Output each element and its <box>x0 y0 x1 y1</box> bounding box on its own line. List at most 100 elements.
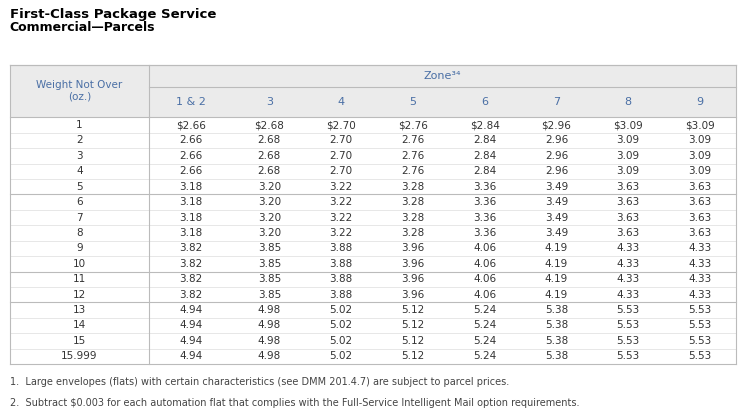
Text: 3.36: 3.36 <box>473 212 496 222</box>
Text: 13: 13 <box>73 305 86 315</box>
Text: 3.09: 3.09 <box>688 166 711 176</box>
Text: 6: 6 <box>76 197 82 207</box>
Text: 4.33: 4.33 <box>688 243 711 253</box>
Text: 3.09: 3.09 <box>688 135 711 145</box>
Text: 3.20: 3.20 <box>258 182 281 192</box>
Text: 5.12: 5.12 <box>401 321 425 331</box>
Text: 5.12: 5.12 <box>401 351 425 361</box>
Text: 11: 11 <box>73 274 86 284</box>
Text: 2.76: 2.76 <box>401 166 425 176</box>
Text: 2.68: 2.68 <box>258 151 281 161</box>
Text: 12: 12 <box>73 290 86 300</box>
Text: 3.22: 3.22 <box>330 228 353 238</box>
Text: 2.70: 2.70 <box>330 166 353 176</box>
Text: 4.98: 4.98 <box>258 351 281 361</box>
Text: 4: 4 <box>337 97 345 107</box>
Text: 3.18: 3.18 <box>179 228 203 238</box>
Text: Commercial—Parcels: Commercial—Parcels <box>10 21 155 34</box>
Text: 3.63: 3.63 <box>617 212 639 222</box>
Text: 5: 5 <box>76 182 82 192</box>
Text: 4.94: 4.94 <box>179 351 203 361</box>
Text: 4.33: 4.33 <box>617 243 639 253</box>
Text: Zone³⁴: Zone³⁴ <box>424 71 461 81</box>
Text: 5.53: 5.53 <box>617 321 639 331</box>
Text: 2.70: 2.70 <box>330 135 353 145</box>
Text: $3.09: $3.09 <box>614 120 643 130</box>
Text: 5: 5 <box>409 97 416 107</box>
Text: 3.96: 3.96 <box>401 259 425 269</box>
Text: 3.63: 3.63 <box>688 228 711 238</box>
Text: 2.68: 2.68 <box>258 135 281 145</box>
Text: 4.94: 4.94 <box>179 305 203 315</box>
Text: 3.88: 3.88 <box>330 274 353 284</box>
Text: $2.68: $2.68 <box>254 120 285 130</box>
Text: 15.999: 15.999 <box>61 351 98 361</box>
Text: 3.63: 3.63 <box>688 182 711 192</box>
Text: 4.06: 4.06 <box>473 274 496 284</box>
Text: 3.22: 3.22 <box>330 182 353 192</box>
Text: 4.33: 4.33 <box>617 259 639 269</box>
Text: 7: 7 <box>553 97 560 107</box>
Text: 4.33: 4.33 <box>688 274 711 284</box>
Text: 2.66: 2.66 <box>179 151 203 161</box>
Text: 8: 8 <box>76 228 82 238</box>
Text: 3.28: 3.28 <box>401 228 425 238</box>
Text: 5.53: 5.53 <box>617 351 639 361</box>
Text: 5.53: 5.53 <box>688 351 711 361</box>
Text: 3.28: 3.28 <box>401 182 425 192</box>
Text: 3.85: 3.85 <box>258 274 281 284</box>
Text: 3.82: 3.82 <box>179 274 203 284</box>
Text: 5.02: 5.02 <box>330 321 353 331</box>
Text: 3.20: 3.20 <box>258 228 281 238</box>
Text: 4.98: 4.98 <box>258 305 281 315</box>
Text: 4.06: 4.06 <box>473 259 496 269</box>
Text: 5.53: 5.53 <box>617 305 639 315</box>
Text: $2.70: $2.70 <box>326 120 356 130</box>
Text: 5.02: 5.02 <box>330 351 353 361</box>
Text: 3.49: 3.49 <box>545 228 568 238</box>
Text: 3.63: 3.63 <box>617 182 639 192</box>
Text: 3.09: 3.09 <box>617 135 639 145</box>
Text: 9: 9 <box>76 243 82 253</box>
Text: $2.76: $2.76 <box>398 120 428 130</box>
Text: 2.66: 2.66 <box>179 166 203 176</box>
Text: Weight Not Over
(oz.): Weight Not Over (oz.) <box>36 80 122 102</box>
Text: 3.36: 3.36 <box>473 197 496 207</box>
Text: 4.98: 4.98 <box>258 336 281 346</box>
Text: 3.82: 3.82 <box>179 290 203 300</box>
Text: 1.  Large envelopes (flats) with certain characteristics (see DMM 201.4.7) are s: 1. Large envelopes (flats) with certain … <box>10 377 509 387</box>
Text: 5.38: 5.38 <box>545 305 568 315</box>
Text: 7: 7 <box>76 212 82 222</box>
Text: 3.09: 3.09 <box>617 166 639 176</box>
Text: 1 & 2: 1 & 2 <box>176 97 206 107</box>
Text: 5.53: 5.53 <box>688 321 711 331</box>
Text: 2.70: 2.70 <box>330 151 353 161</box>
Text: 3.63: 3.63 <box>688 212 711 222</box>
Text: 3.85: 3.85 <box>258 259 281 269</box>
Text: 3.20: 3.20 <box>258 212 281 222</box>
Text: 4.19: 4.19 <box>545 274 568 284</box>
Text: 8: 8 <box>625 97 632 107</box>
Text: 3.82: 3.82 <box>179 243 203 253</box>
Text: $2.66: $2.66 <box>176 120 206 130</box>
Text: 3.20: 3.20 <box>258 197 281 207</box>
Text: 4.06: 4.06 <box>473 290 496 300</box>
Text: 5.53: 5.53 <box>617 336 639 346</box>
Text: 3.63: 3.63 <box>617 228 639 238</box>
Text: 3.18: 3.18 <box>179 197 203 207</box>
Text: 2.76: 2.76 <box>401 151 425 161</box>
Text: 4.33: 4.33 <box>617 274 639 284</box>
Text: 3.63: 3.63 <box>617 197 639 207</box>
Text: 14: 14 <box>73 321 86 331</box>
Text: 4.94: 4.94 <box>179 321 203 331</box>
Text: 2.96: 2.96 <box>545 166 568 176</box>
Text: 4.19: 4.19 <box>545 259 568 269</box>
Text: 3.49: 3.49 <box>545 212 568 222</box>
Text: 3.09: 3.09 <box>688 151 711 161</box>
Text: 3.09: 3.09 <box>617 151 639 161</box>
Text: 2.  Subtract $0.003 for each automation flat that complies with the Full-Service: 2. Subtract $0.003 for each automation f… <box>10 398 579 409</box>
Text: 3.96: 3.96 <box>401 290 425 300</box>
Text: 5.24: 5.24 <box>473 305 496 315</box>
Text: 2.68: 2.68 <box>258 166 281 176</box>
Text: 2.66: 2.66 <box>179 135 203 145</box>
